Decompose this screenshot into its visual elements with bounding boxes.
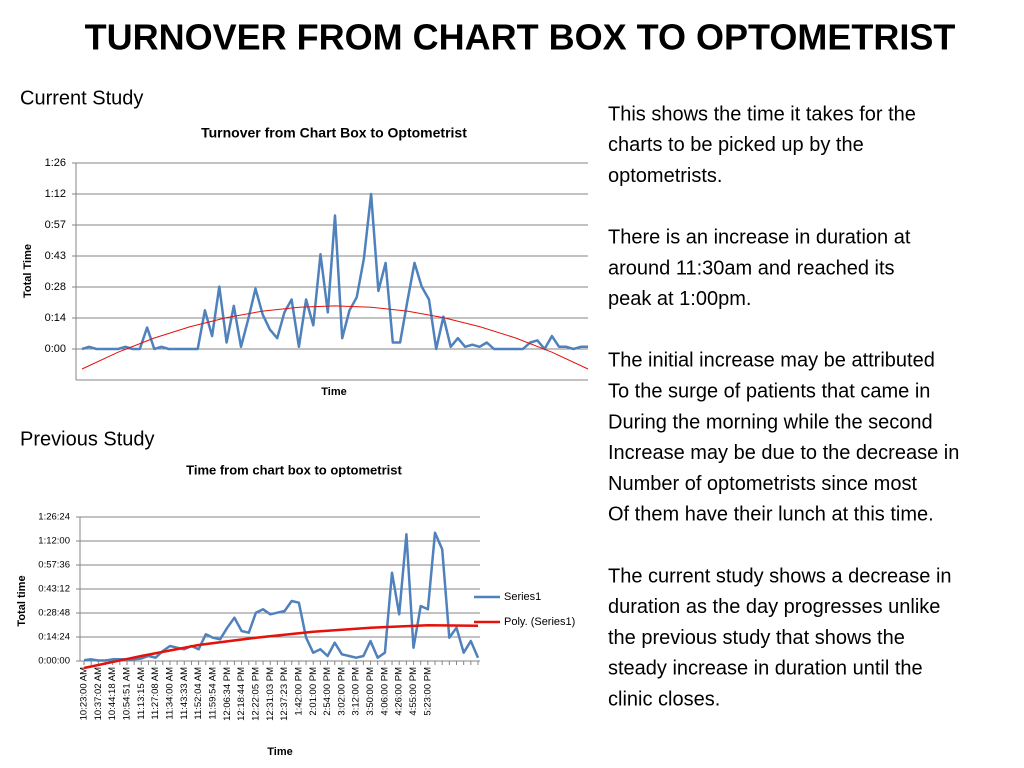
note-line: There is an increase in duration at [608,226,911,248]
note-line: To the surge of patients that came in [608,380,930,402]
note-line: duration as the day progresses unlike [608,596,940,618]
x-tick-label: 11:43:33 AM [179,667,190,720]
note-line: Increase may be due to the decrease in [608,442,959,464]
y-axis-label: Total time [16,575,28,626]
x-tick-label: 11:27:08 AM [150,667,161,720]
y-tick-label: 1:12 [45,188,66,200]
x-tick-label: 4:26:00 PM [394,667,405,716]
y-tick-label: 0:28:48 [38,608,70,619]
note-line: peak at 1:00pm. [608,288,751,310]
x-tick-label: 11:13:15 AM [136,667,147,720]
y-tick-label: 1:26 [45,157,66,169]
y-tick-label: 0:57:36 [38,560,70,571]
x-axis-label: Time [267,746,292,758]
note-line: around 11:30am and reached its [608,257,895,279]
y-tick-label: 0:14:24 [38,632,70,643]
x-tick-label: 1:42:00 PM [293,667,304,716]
y-tick-label: 1:12:00 [38,536,70,547]
x-tick-label: 4:55:00 PM [408,667,419,716]
x-tick-label: 2:54:00 PM [322,667,333,716]
trend-line [81,305,589,370]
note-line: The initial increase may be attributed [608,350,935,372]
note-line: Number of optometrists since most [608,473,917,495]
x-tick-label: 12:06:34 PM [222,667,233,721]
x-tick-label: 3:02:00 PM [336,667,347,716]
note-line: the previous study that shows the [608,627,905,649]
y-tick-label: 0:28 [45,281,66,293]
note-line: charts to be picked up by the [608,134,864,156]
y-axis-label: Total Time [22,244,34,298]
y-tick-label: 0:57 [45,219,66,231]
x-tick-label: 10:37:02 AM [93,667,104,720]
x-tick-label: 12:22:05 PM [250,667,261,721]
note-line: clinic closes. [608,688,720,710]
section-label: Current Study [20,87,143,109]
y-tick-label: 0:00:00 [38,656,70,667]
legend-label: Series1 [504,591,541,603]
chart-title: Turnover from Chart Box to Optometrist [201,125,467,141]
note-line: Of them have their lunch at this time. [608,504,934,526]
x-axis-label: Time [321,386,346,398]
chart-title: Time from chart box to optometrist [186,462,402,477]
x-tick-label: 3:12:00 PM [351,667,362,716]
y-tick-label: 1:26:24 [38,512,70,523]
y-tick-label: 0:14 [45,312,66,324]
trend-line [83,624,479,670]
x-tick-label: 12:37:23 PM [279,667,290,721]
note-line: steady increase in duration until the [608,658,923,680]
section-label: Previous Study [20,428,155,450]
slide-title: TURNOVER FROM CHART BOX TO OPTOMETRIST [85,17,956,58]
x-tick-label: 10:44:18 AM [107,667,118,720]
x-tick-label: 11:34:00 AM [164,667,175,720]
data-line [81,192,588,351]
y-tick-label: 0:00 [45,343,66,355]
note-line: The current study shows a decrease in [608,565,952,587]
x-tick-label: 12:18:44 PM [236,667,247,721]
x-tick-label: 10:54:51 AM [121,667,132,720]
x-tick-label: 10:23:00 AM [79,667,90,720]
note-line: During the morning while the second [608,411,933,433]
note-line: optometrists. [608,165,722,187]
x-tick-label: 11:52:04 AM [193,667,204,720]
y-tick-label: 0:43:12 [38,584,70,595]
data-line [83,531,480,662]
note-line: This shows the time it takes for the [608,103,916,125]
x-tick-label: 3:50:00 PM [365,667,376,716]
x-tick-label: 4:06:00 PM [379,667,390,716]
x-tick-label: 12:31:03 PM [265,667,276,721]
x-tick-label: 5:23:00 PM [422,667,433,716]
y-tick-label: 0:43 [45,250,66,262]
x-tick-label: 2:01:00 PM [308,667,319,716]
x-tick-label: 11:59:54 AM [207,667,218,720]
legend-label: Poly. (Series1) [504,616,575,628]
